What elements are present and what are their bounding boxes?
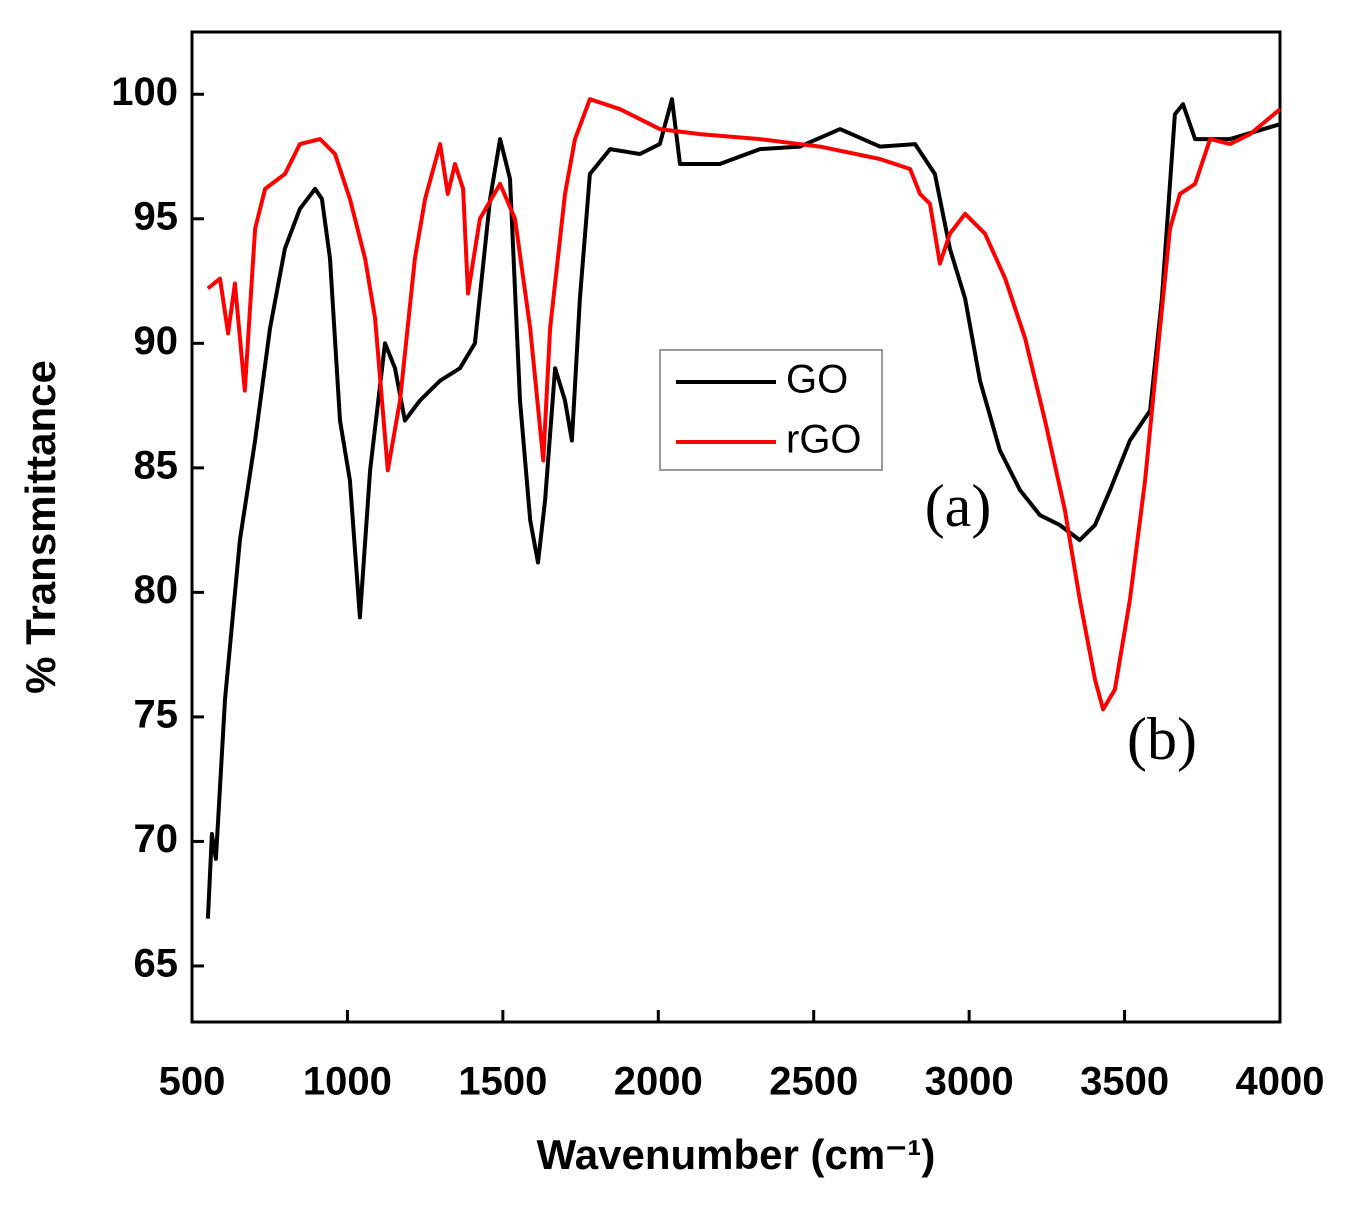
x-tick-label: 3000 [925, 1060, 1014, 1104]
series-line [205, 97, 1281, 919]
x-tick-label: 2500 [769, 1060, 858, 1104]
y-tick-label: 85 [134, 443, 179, 487]
x-tick-label: 3500 [1080, 1060, 1169, 1104]
y-tick-label: 65 [134, 942, 179, 986]
y-tick-label: 80 [134, 568, 179, 612]
y-tick-label: 90 [134, 319, 179, 363]
x-tick-label: 1500 [458, 1060, 547, 1104]
plot-frame [190, 30, 1282, 1024]
y-tick-label: 70 [134, 817, 179, 861]
annotation: (b) [1127, 706, 1197, 772]
x-tick-label: 500 [159, 1060, 226, 1104]
x-axis-label: Wavenumber (cm⁻¹) [537, 1131, 936, 1178]
x-tick-label: 2000 [614, 1060, 703, 1104]
y-axis-label: % Transmittance [17, 360, 64, 694]
annotation: (a) [925, 473, 992, 539]
y-tick-label: 95 [134, 194, 179, 238]
series-line [206, 97, 1282, 712]
legend-box [659, 349, 883, 471]
legend-label: GO [786, 358, 848, 402]
x-tick-label: 4000 [1236, 1060, 1325, 1104]
x-tick-label: 1000 [303, 1060, 392, 1104]
y-tick-label: 100 [111, 70, 178, 114]
y-tick-label: 75 [134, 692, 179, 736]
legend-label: rGO [786, 418, 862, 462]
